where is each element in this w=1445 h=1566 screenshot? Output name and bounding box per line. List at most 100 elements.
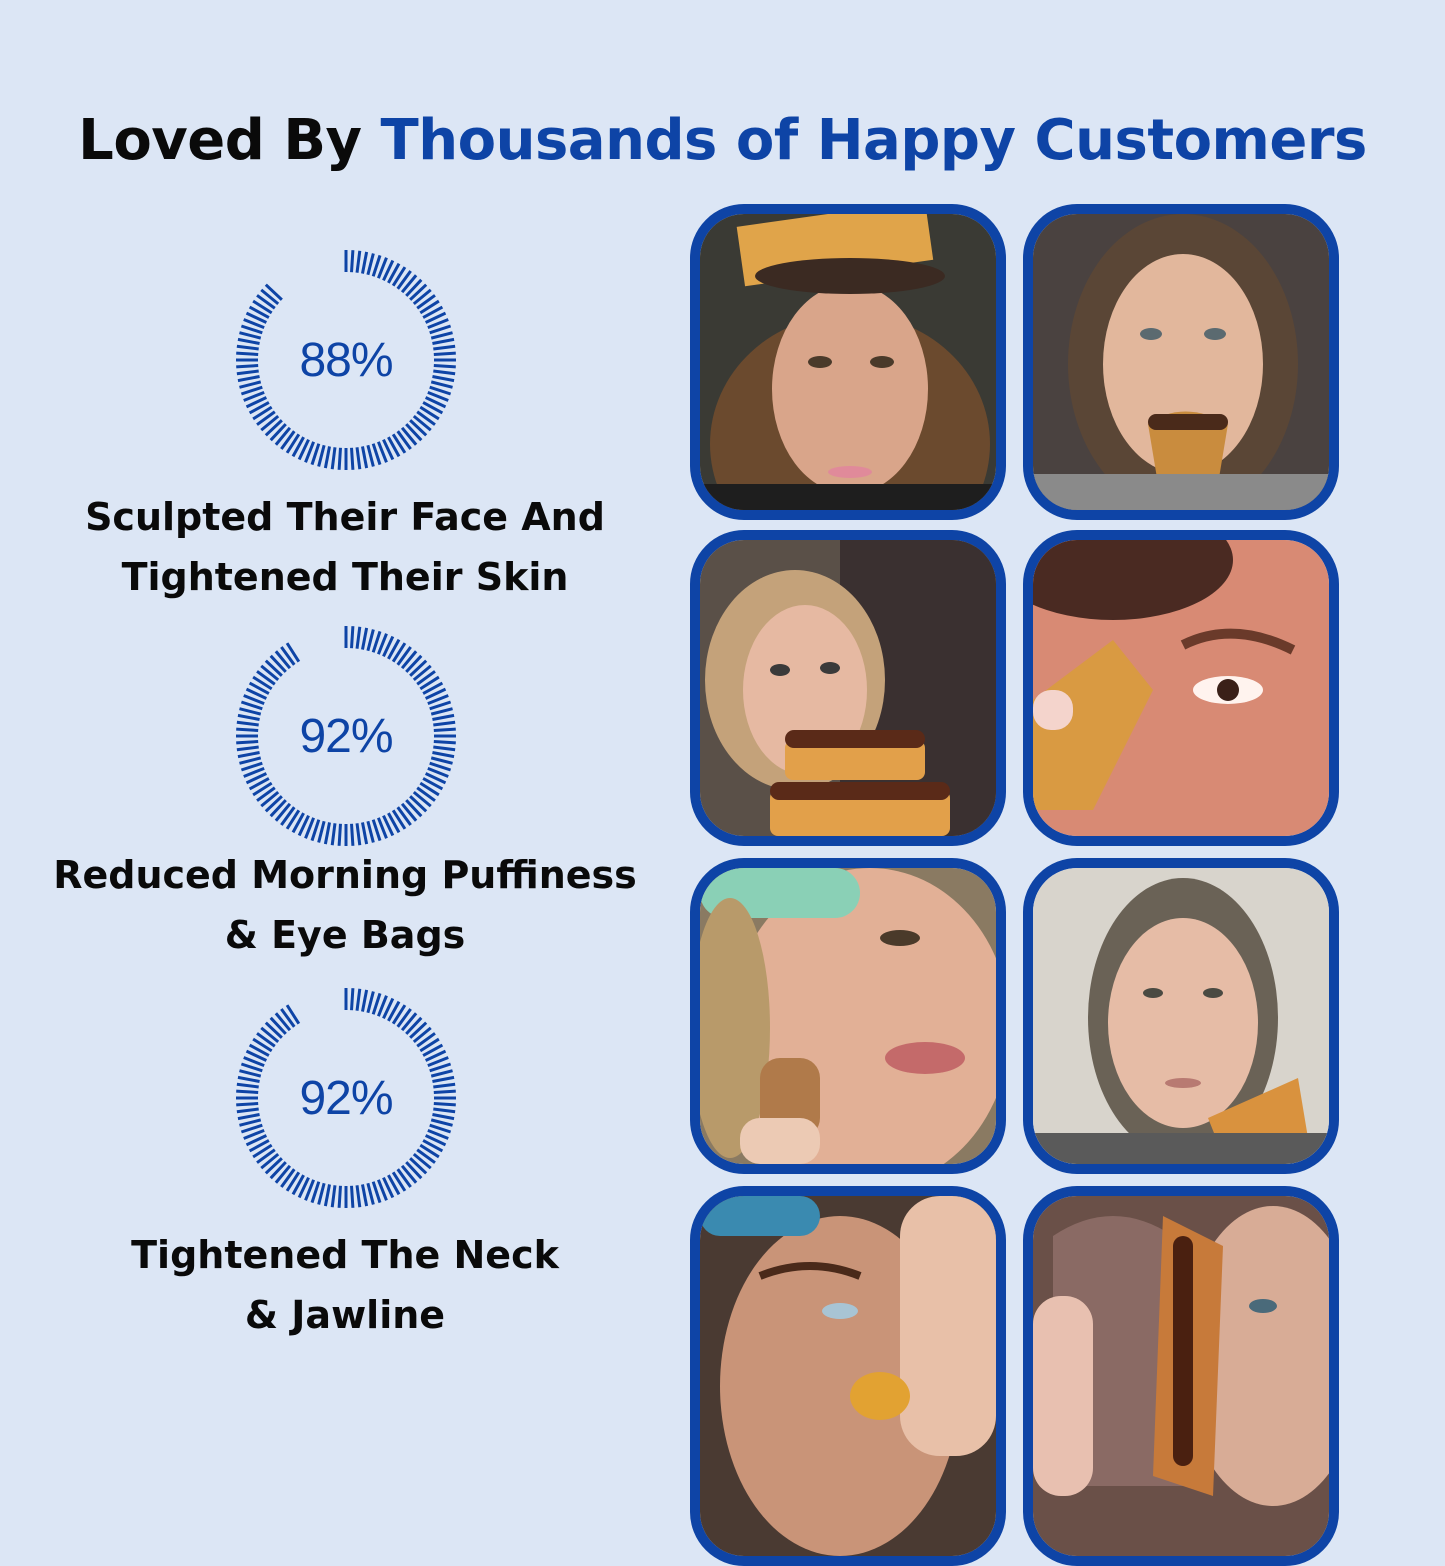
progress-tick (236, 1102, 259, 1107)
customer-photo-8 (1023, 1186, 1339, 1566)
progress-tick (304, 441, 315, 463)
progress-tick (291, 436, 305, 458)
progress-tick (405, 423, 423, 442)
progress-tick (387, 436, 401, 458)
progress-tick (337, 1185, 342, 1208)
progress-tick (317, 444, 326, 467)
progress-tick (237, 1075, 260, 1083)
progress-tick (409, 419, 428, 437)
progress-tick (400, 650, 418, 670)
progress-tick (433, 720, 456, 727)
progress-tick (280, 646, 296, 666)
stat-percent: 92% (299, 709, 393, 763)
progress-tick (433, 1082, 456, 1089)
progress-tick (412, 414, 432, 432)
progress-tick (419, 1143, 440, 1159)
progress-tick (317, 820, 326, 843)
progress-tick (391, 642, 407, 663)
progress-tick (416, 1032, 436, 1048)
progress-tick (427, 1129, 449, 1140)
progress-tick (274, 802, 292, 822)
progress-tick (432, 1075, 455, 1083)
stat-label-line-2: Tightened Their Skin (121, 555, 569, 599)
progress-tick (391, 809, 407, 830)
progress-tick (419, 675, 440, 691)
progress-tick (405, 654, 423, 673)
progress-tick (260, 1152, 280, 1170)
progress-tick (387, 1000, 401, 1022)
progress-tick (432, 375, 455, 383)
progress-tick (424, 1134, 447, 1147)
progress-tick (243, 767, 265, 778)
progress-tick (422, 681, 444, 695)
progress-tick (264, 1157, 283, 1175)
progress-tick (252, 405, 273, 421)
progress-tick (412, 288, 432, 306)
progress-tick (433, 727, 456, 732)
progress-tick (304, 1179, 315, 1201)
progress-tick (366, 991, 375, 1014)
progress-tick (280, 806, 296, 826)
progress-tick (433, 745, 456, 752)
page-title: Loved By Thousands of Happy Customers (0, 108, 1445, 173)
progress-tick (239, 331, 262, 340)
progress-tick (280, 1008, 296, 1028)
progress-tick (237, 337, 260, 345)
customer-photo-5 (690, 858, 1006, 1174)
stat-percent: 88% (299, 333, 393, 387)
progress-tick (405, 799, 423, 818)
progress-tick (361, 446, 369, 469)
progress-tick (412, 1026, 432, 1044)
progress-tick (310, 819, 321, 842)
progress-tick (361, 627, 369, 650)
progress-tick (355, 1185, 362, 1208)
progress-tick (243, 391, 265, 402)
progress-tick (243, 318, 265, 329)
progress-tick (252, 675, 273, 691)
progress-tick (419, 299, 440, 315)
progress-tick (350, 823, 355, 846)
progress-tick (396, 1008, 412, 1028)
progress-tick (236, 740, 259, 745)
progress-tick (264, 419, 283, 437)
progress-tick (409, 283, 428, 301)
progress-tick (245, 311, 268, 324)
progress-tick (274, 650, 292, 670)
progress-ring-1: 88% (230, 244, 462, 476)
progress-tick (240, 385, 263, 396)
progress-tick (422, 305, 444, 319)
progress-tick (432, 713, 455, 721)
progress-tick (285, 1171, 301, 1192)
progress-tick (366, 1182, 375, 1205)
progress-tick (419, 405, 440, 421)
progress-tick (416, 294, 436, 310)
progress-tick (323, 446, 331, 469)
progress-tick (355, 250, 362, 273)
progress-tick (387, 262, 401, 284)
progress-tick (382, 438, 395, 461)
progress-tick (236, 1107, 259, 1114)
progress-tick (297, 438, 310, 461)
progress-tick (269, 1016, 287, 1035)
progress-tick (400, 802, 418, 822)
progress-tick (429, 761, 452, 772)
progress-tick (424, 396, 447, 409)
progress-tick (377, 995, 388, 1017)
progress-tick (377, 817, 388, 839)
progress-tick (350, 988, 355, 1011)
stat-label: Sculpted Their Face And Tightened Their … (0, 487, 690, 607)
progress-tick (237, 713, 260, 721)
progress-tick (236, 720, 259, 727)
progress-tick (297, 1176, 310, 1199)
progress-tick (387, 1174, 401, 1196)
progress-tick (310, 1181, 321, 1204)
progress-tick (430, 1069, 453, 1078)
progress-tick (427, 1056, 449, 1067)
progress-tick (264, 1021, 283, 1039)
progress-ring-graphic (236, 626, 456, 846)
progress-tick (382, 1176, 395, 1199)
progress-tick (236, 344, 259, 351)
progress-tick (274, 1012, 292, 1032)
progress-tick (248, 1139, 270, 1153)
progress-tick (323, 1184, 331, 1207)
